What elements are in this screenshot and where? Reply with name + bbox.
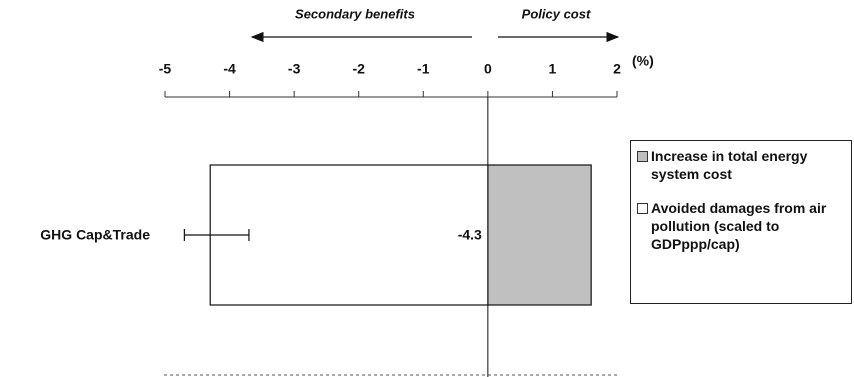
x-tick-label: 0 — [484, 61, 492, 77]
x-tick-label: -1 — [417, 61, 430, 77]
legend-entry: Avoided damages from air pollution (scal… — [637, 199, 847, 253]
legend-swatch — [637, 203, 648, 214]
legend-label: Avoided damages from air pollution (scal… — [651, 200, 827, 252]
legend: Increase in total energy system cost Avoi… — [630, 140, 852, 304]
x-tick-label: 2 — [613, 61, 621, 77]
x-tick-label: -4 — [223, 61, 236, 77]
annotation: Policy cost — [522, 6, 591, 21]
legend-entry: Increase in total energy system cost — [637, 147, 847, 183]
bar — [487, 164, 592, 306]
x-tick-label: -3 — [288, 61, 301, 77]
legend-swatch — [637, 151, 648, 162]
x-tick-label: -5 — [159, 61, 172, 77]
legend-label: Increase in total energy system cost — [651, 148, 808, 182]
bar — [209, 164, 489, 306]
category-label: GHG Cap&Trade — [40, 227, 150, 243]
unit-label: (%) — [632, 53, 654, 69]
value-label: -4.3 — [458, 227, 482, 243]
x-tick-label: -2 — [352, 61, 365, 77]
annotation: Secondary benefits — [295, 6, 415, 21]
x-tick-label: 1 — [549, 61, 557, 77]
